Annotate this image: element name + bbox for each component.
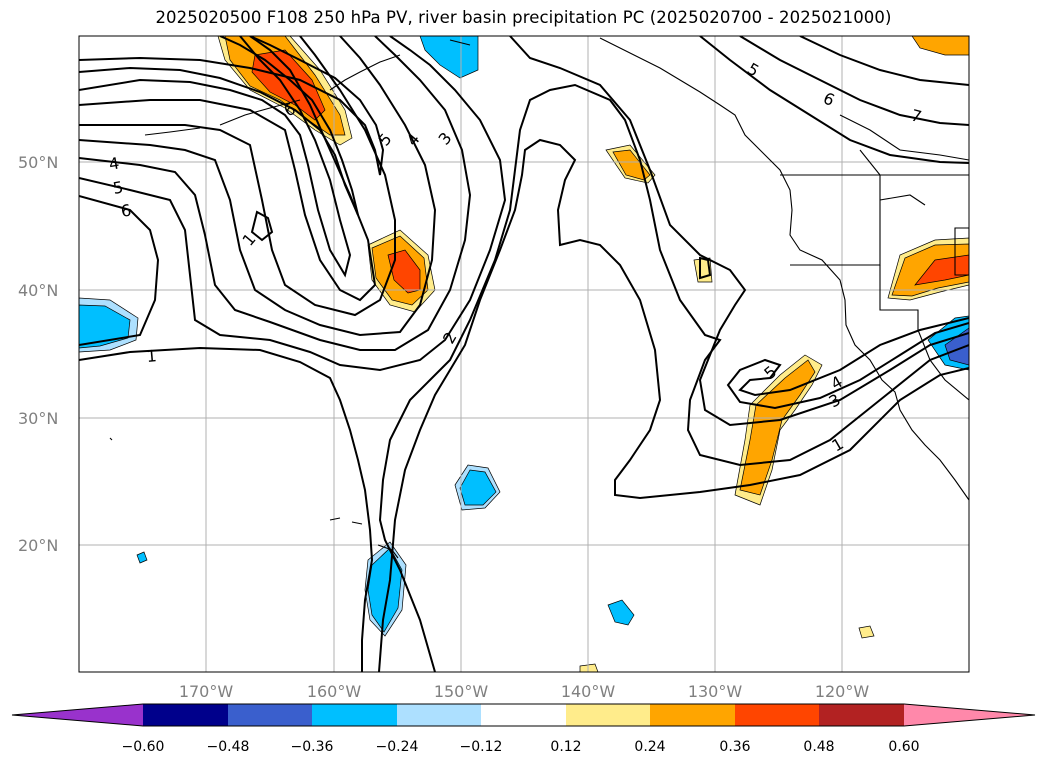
precip-patch — [251, 49, 326, 121]
lat-label: 20°N — [18, 536, 58, 555]
colorbar-tick-label: 0.36 — [719, 739, 750, 755]
pv-contour — [378, 138, 969, 672]
pv-contour — [378, 83, 969, 672]
pv-contour — [79, 346, 374, 672]
precip-patch — [607, 599, 635, 626]
colorbar-tick-label: 0.60 — [888, 739, 919, 755]
lat-label: 50°N — [18, 153, 58, 172]
colorbar-segment — [566, 704, 650, 726]
lon-axis: 170°W 160°W 150°W 140°W 130°W 120°W — [179, 682, 870, 701]
colorbar-segment — [12, 704, 143, 726]
colorbar-segment — [904, 704, 1035, 726]
colorbar-tick-label: −0.24 — [376, 739, 419, 755]
lat-axis: 50°N 40°N 30°N 20°N — [18, 153, 58, 555]
colorbar-segment — [481, 704, 566, 726]
colorbar-segment — [819, 704, 904, 726]
lon-label: 160°W — [307, 682, 362, 701]
pv-contour — [79, 36, 385, 176]
plot-frame — [78, 35, 970, 673]
pv-contour — [79, 36, 437, 337]
pv-contour — [699, 36, 969, 164]
colorbar-tick-label: 0.12 — [550, 739, 581, 755]
lon-label: 130°W — [688, 682, 743, 701]
colorbar-segment — [312, 704, 397, 726]
lat-label: 40°N — [18, 281, 58, 300]
colorbar-labels: −0.60 −0.48 −0.36 −0.24 −0.12 0.12 0.24 … — [122, 739, 920, 755]
colorbar-tick-label: −0.48 — [207, 739, 250, 755]
pv-contour — [799, 36, 969, 86]
lon-label: 120°W — [815, 682, 870, 701]
pv-contour — [79, 36, 507, 372]
contour-label: 1 — [146, 346, 158, 366]
precip-shading — [79, 36, 969, 672]
precip-patch — [944, 327, 969, 366]
map-title: 2025020500 F108 250 hPa PV, river basin … — [155, 8, 892, 27]
precip-patch — [612, 149, 651, 181]
gridlines — [79, 36, 969, 672]
pv-contour — [250, 210, 274, 242]
lon-label: 170°W — [179, 682, 234, 701]
pv-contour — [699, 256, 712, 280]
lon-label: 150°W — [434, 682, 489, 701]
precip-patch — [136, 551, 148, 564]
precip-patch — [579, 663, 599, 672]
colorbar-tick-label: 0.48 — [803, 739, 834, 755]
contour-label: 6 — [119, 200, 132, 220]
pv-contour — [726, 317, 969, 410]
colorbar-tick-label: 0.24 — [634, 739, 665, 755]
lat-label: 30°N — [18, 409, 58, 428]
pv-contour — [79, 36, 472, 351]
colorbar-outline — [11, 703, 1036, 727]
colorbar-segment — [735, 704, 819, 726]
pv-contour — [79, 36, 352, 278]
pv-contour — [739, 36, 969, 126]
precip-patch — [459, 469, 497, 506]
pv-contours — [79, 36, 969, 672]
colorbar-segment — [143, 704, 228, 726]
pv-contour — [79, 36, 396, 317]
pv-contour — [509, 36, 969, 427]
colorbar-tick-label: −0.36 — [291, 739, 334, 755]
plot-area — [79, 36, 969, 672]
colorbar — [11, 703, 1036, 727]
pv-contour — [79, 195, 160, 346]
colorbar-segment — [228, 704, 312, 726]
contour-label: 4 — [107, 153, 120, 173]
contour-label: 5 — [111, 177, 124, 197]
colorbar-tick-label: −0.12 — [460, 739, 503, 755]
precip-patch — [739, 359, 816, 496]
colorbar-segment — [650, 704, 735, 726]
colorbar-tick-label: −0.60 — [122, 739, 165, 755]
precip-patch — [79, 304, 131, 349]
precip-patch — [858, 625, 875, 639]
precip-patch — [911, 36, 969, 56]
precip-patch — [419, 36, 479, 79]
colorbar-segment — [397, 704, 481, 726]
contour-label: 7 — [909, 106, 924, 127]
lon-label: 140°W — [561, 682, 616, 701]
pv-contour — [79, 36, 377, 302]
